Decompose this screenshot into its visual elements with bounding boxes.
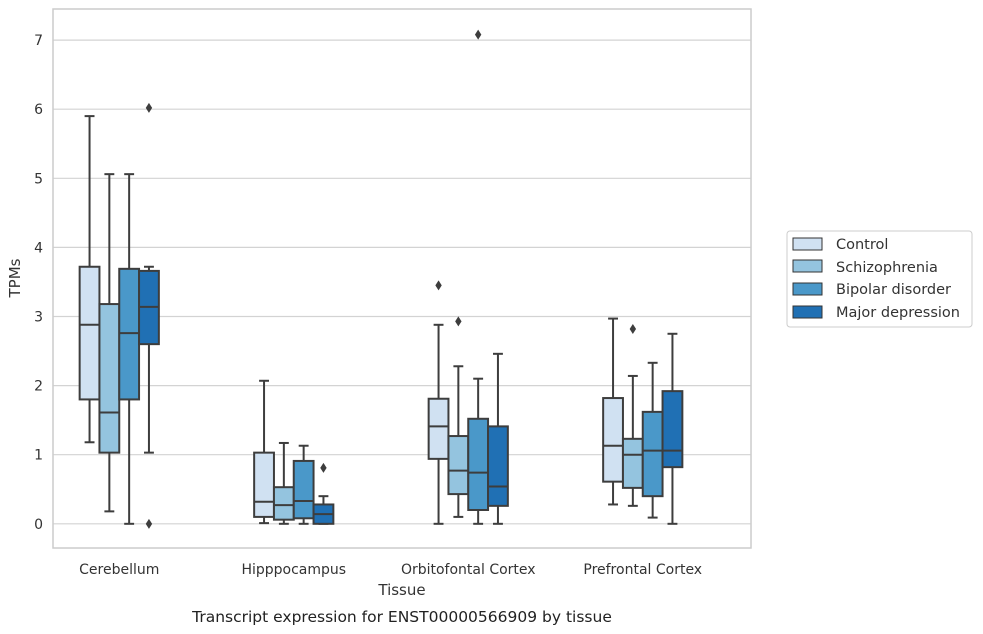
box-orbitofontal-cortex-schizophrenia (447, 316, 470, 518)
legend-entry-control: Control (792, 237, 888, 253)
legend-label-control: Control (836, 237, 888, 253)
y-tick-label-1: 1 (34, 448, 43, 464)
legend-swatch-control (792, 237, 823, 251)
legend-entry-bipolar-disorder: Bipolar disorder (792, 282, 951, 298)
box-body (447, 435, 470, 496)
box-prefrontal-cortex-major-depression (661, 332, 684, 525)
box-body (487, 425, 509, 507)
x-tick-label-orbitofontal-cortex: Orbitofontal Cortex (401, 562, 536, 578)
box-body (272, 486, 295, 521)
y-tick-label-4: 4 (34, 240, 43, 256)
legend-label-major-depression: Major depression (836, 305, 960, 321)
y-tick-label-6: 6 (34, 102, 43, 118)
box-hipppocampus-major-depression (312, 462, 335, 525)
outlier-0 (145, 102, 153, 113)
box-hipppocampus-bipolar-disorder (292, 444, 315, 525)
box-cerebellum-schizophrenia (98, 173, 121, 513)
box-body (253, 451, 275, 518)
legend-swatch-major-depression (792, 305, 823, 319)
outlier-0 (474, 29, 482, 40)
box-cerebellum-bipolar-disorder (118, 173, 141, 525)
box-body (641, 410, 664, 498)
outlier-0 (629, 323, 637, 334)
box-cerebellum-major-depression (138, 102, 160, 529)
x-axis-ticks: Cerebellum Hipppocampus Orbitofontal Corte… (79, 562, 702, 578)
legend: Control Schizophrenia Bipolar disorder M… (786, 230, 973, 328)
box-body (621, 437, 644, 489)
box-body (661, 390, 684, 469)
box-body (602, 397, 624, 483)
box-orbitofontal-cortex-major-depression (487, 352, 509, 525)
boxes (78, 29, 684, 529)
legend-entry-major-depression: Major depression (792, 305, 960, 321)
box-cerebellum-control (78, 115, 101, 444)
y-tick-label-5: 5 (34, 171, 43, 187)
y-tick-label-0: 0 (34, 517, 43, 533)
box-prefrontal-cortex-control (602, 317, 624, 506)
y-tick-label-3: 3 (34, 310, 43, 326)
box-prefrontal-cortex-schizophrenia (621, 323, 644, 507)
legend-entry-schizophrenia: Schizophrenia (792, 259, 938, 276)
y-axis-ticks: 0 1 2 3 4 5 6 7 (34, 33, 43, 533)
y-axis-label: TPMs (6, 258, 24, 298)
box-body (118, 267, 141, 401)
y-tick-label-7: 7 (34, 33, 43, 49)
legend-label-bipolar-disorder: Bipolar disorder (836, 282, 951, 298)
x-tick-label-prefrontal-cortex: Prefrontal Cortex (583, 562, 702, 578)
outlier-0 (320, 462, 327, 473)
x-tick-label-hipppocampus: Hipppocampus (241, 562, 346, 578)
box-body (98, 303, 121, 454)
legend-swatch-schizophrenia (792, 259, 823, 273)
legend-swatch-bipolar-disorder (792, 282, 823, 296)
box-body (467, 417, 490, 511)
box-body (78, 265, 101, 401)
box-body (427, 397, 450, 460)
legend-frame (786, 230, 973, 328)
box-orbitofontal-cortex-bipolar-disorder (467, 29, 490, 525)
box-orbitofontal-cortex-control (427, 280, 450, 525)
outlier-0 (435, 280, 442, 291)
outlier-0 (455, 316, 462, 327)
x-tick-label-cerebellum: Cerebellum (79, 562, 159, 578)
chart-caption: Transcript expression for ENST0000056690… (191, 608, 612, 626)
x-axis-label: Tissue (377, 581, 425, 599)
box-hipppocampus-control (253, 379, 275, 525)
box-body (292, 459, 315, 520)
y-tick-label-2: 2 (34, 379, 43, 395)
outlier-1 (145, 518, 153, 529)
plot-frame (52, 8, 752, 549)
legend-label-schizophrenia: Schizophrenia (836, 260, 938, 276)
grid (53, 39, 751, 525)
